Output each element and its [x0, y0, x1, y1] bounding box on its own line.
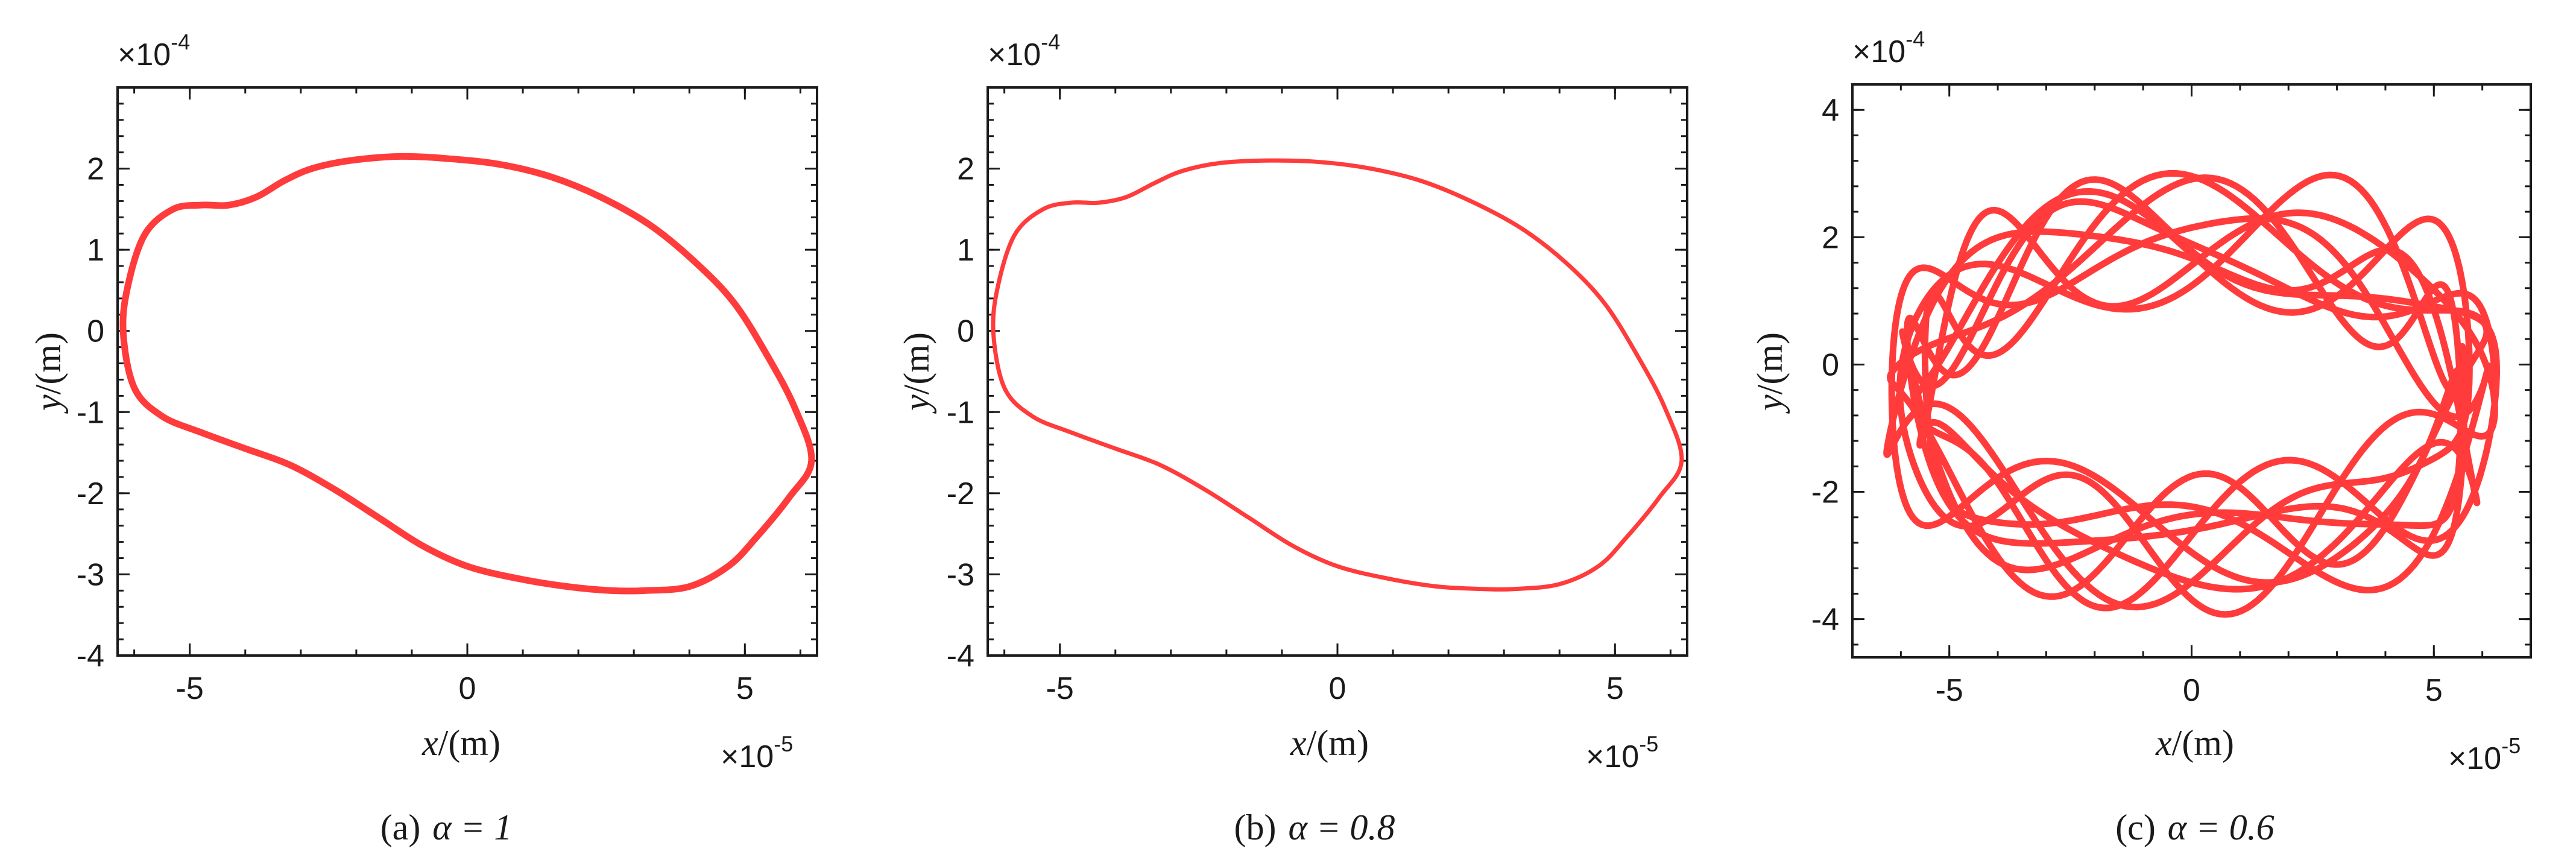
caption-prefix: (b)	[1234, 808, 1277, 847]
caption-b: (b) α = 0.8	[1234, 808, 1395, 847]
y-multiplier-base: ×10	[988, 37, 1041, 72]
x-tick-label: -5	[1936, 673, 1963, 708]
y-axis-label: y/(m)	[897, 332, 936, 414]
y-tick-label: 2	[957, 152, 974, 187]
x-multiplier-base: ×10	[1586, 739, 1639, 774]
x-multiplier-exp: -5	[774, 732, 793, 756]
caption-c: (c) α = 0.6	[2115, 808, 2275, 847]
y-axis-symbol: y	[28, 394, 68, 414]
y-axis-label: y/(m)	[28, 332, 68, 414]
x-multiplier-exp: -5	[1639, 732, 1658, 756]
y-tick-label: 0	[87, 314, 104, 349]
x-multiplier-exp: -5	[2501, 733, 2521, 758]
x-multiplier-base: ×10	[2448, 741, 2501, 776]
caption-param: α = 0.6	[2168, 808, 2275, 847]
y-axis-symbol: y	[1750, 394, 1790, 414]
x-tick-label: 0	[1329, 671, 1346, 706]
y-tick-label: 1	[957, 233, 974, 268]
y-multiplier: ×10-4	[988, 30, 1060, 72]
plot-frame	[987, 86, 1688, 657]
caption-prefix: (c)	[2115, 808, 2156, 847]
caption-param: α = 0.8	[1288, 808, 1395, 847]
orbit-curve	[119, 153, 815, 595]
y-axis-unit: /(m)	[897, 332, 936, 394]
y-multiplier-base: ×10	[1852, 34, 1905, 69]
x-axis-label: x/(m)	[2155, 723, 2234, 763]
y-tick-label: 0	[957, 314, 974, 349]
y-tick-label: -2	[947, 476, 974, 511]
x-axis-label: x/(m)	[1290, 723, 1369, 763]
y-multiplier-exp: -4	[171, 30, 190, 54]
x-axis-symbol: x	[1290, 723, 1307, 763]
y-axis-unit: /(m)	[1750, 332, 1790, 394]
y-multiplier-exp: -4	[1905, 27, 1925, 51]
x-multiplier: ×10-5	[721, 732, 793, 774]
x-tick-label: -5	[176, 671, 204, 706]
y-axis-unit: /(m)	[28, 332, 68, 394]
y-tick-label: -3	[77, 557, 104, 592]
x-tick-label: 5	[736, 671, 754, 706]
caption-a: (a) α = 1	[380, 808, 513, 847]
tick-labels: -5 0 5 -4 -3 -2 -1 0 1 2	[77, 152, 754, 706]
y-multiplier-base: ×10	[118, 37, 171, 72]
x-axis-unit: /(m)	[2172, 723, 2234, 763]
x-tick-label: 0	[459, 671, 476, 706]
ticks	[988, 86, 1687, 657]
y-multiplier: ×10-4	[118, 30, 190, 72]
x-axis-unit: /(m)	[438, 723, 500, 763]
orbit-curve	[1883, 170, 2500, 618]
y-tick-label: -4	[947, 639, 974, 674]
ticks	[1851, 83, 2532, 657]
x-axis-label: x/(m)	[421, 723, 500, 763]
x-tick-label: -5	[1046, 671, 1074, 706]
y-tick-label: -1	[947, 395, 974, 430]
caption-prefix: (a)	[380, 808, 421, 847]
x-multiplier: ×10-5	[2448, 733, 2521, 776]
x-axis-symbol: x	[421, 723, 438, 763]
y-tick-label: -4	[1811, 602, 1839, 637]
y-tick-label: 0	[1822, 347, 1839, 382]
y-axis-symbol: y	[897, 394, 936, 414]
y-tick-label: 4	[1822, 93, 1839, 128]
orbit-curve	[991, 158, 1684, 592]
plot-frame	[116, 86, 818, 657]
x-multiplier: ×10-5	[1586, 732, 1658, 774]
x-tick-label: 5	[2425, 673, 2443, 708]
y-tick-label: 1	[87, 233, 104, 268]
x-tick-label: 5	[1606, 671, 1624, 706]
y-axis-label: y/(m)	[1750, 332, 1790, 414]
y-tick-label: -1	[77, 395, 104, 430]
x-axis-symbol: x	[2155, 723, 2172, 763]
y-tick-label: -2	[1811, 475, 1839, 510]
y-tick-label: -4	[77, 639, 104, 674]
caption-param: α = 1	[432, 808, 512, 847]
x-tick-label: 0	[2183, 673, 2200, 708]
tick-labels: -5 0 5 -4 -3 -2 -1 0 1 2	[947, 152, 1624, 706]
x-axis-unit: /(m)	[1307, 723, 1369, 763]
y-tick-label: 2	[87, 152, 104, 187]
y-multiplier: ×10-4	[1852, 27, 1925, 69]
y-multiplier-exp: -4	[1041, 30, 1060, 54]
y-tick-label: -2	[77, 476, 104, 511]
y-tick-label: 2	[1822, 220, 1839, 255]
tick-labels: -5 0 5 -4 -2 0 2 4	[1811, 93, 2443, 708]
y-tick-label: -3	[947, 557, 974, 592]
x-multiplier-base: ×10	[721, 739, 774, 774]
ticks	[118, 86, 817, 657]
